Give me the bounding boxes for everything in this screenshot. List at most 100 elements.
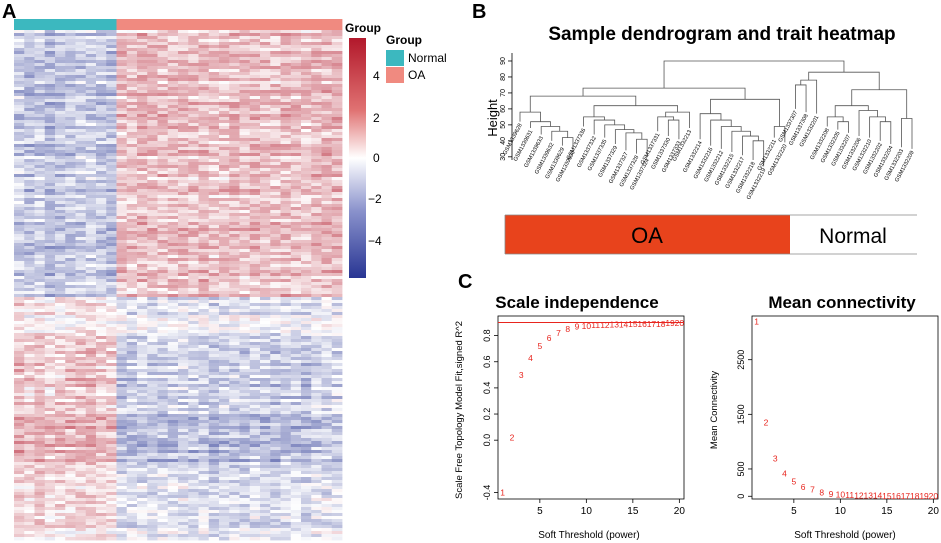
heatmap-cell bbox=[311, 243, 322, 247]
heatmap-cell bbox=[208, 105, 220, 109]
heatmap-cell bbox=[301, 384, 312, 388]
heatmap-cell bbox=[126, 249, 138, 253]
heatmap-cell bbox=[280, 171, 292, 175]
heatmap-cell bbox=[147, 315, 158, 319]
heatmap-cell bbox=[75, 366, 87, 370]
heatmap-cell bbox=[331, 264, 343, 268]
heatmap-cell bbox=[219, 186, 230, 190]
heatmap-cell bbox=[239, 309, 251, 313]
heatmap-cell bbox=[14, 414, 25, 418]
heatmap-cell bbox=[44, 360, 56, 364]
heatmap-cell bbox=[178, 144, 189, 148]
heatmap-cell bbox=[280, 423, 292, 427]
heatmap-cell bbox=[321, 183, 333, 187]
heatmap-cell bbox=[290, 294, 302, 298]
heatmap-cell bbox=[198, 231, 210, 235]
heatmap-cell bbox=[239, 60, 251, 64]
heatmap-cell bbox=[229, 456, 240, 460]
heatmap-cell bbox=[24, 393, 35, 397]
heatmap-cell bbox=[208, 258, 220, 262]
heatmap-cell bbox=[147, 300, 158, 304]
heatmap-cell bbox=[290, 312, 302, 316]
heatmap-cell bbox=[260, 165, 271, 169]
heatmap-cell bbox=[65, 36, 76, 40]
heatmap-cell bbox=[75, 171, 87, 175]
heatmap-cell bbox=[188, 63, 199, 67]
heatmap-cell bbox=[44, 474, 56, 478]
heatmap-cell bbox=[137, 249, 148, 253]
heatmap-cell bbox=[44, 459, 56, 463]
heatmap-cell bbox=[239, 276, 251, 280]
heatmap-cell bbox=[55, 162, 66, 166]
heatmap-cell bbox=[178, 384, 189, 388]
heatmap-cell bbox=[106, 297, 117, 301]
heatmap-cell bbox=[126, 303, 138, 307]
heatmap-cell bbox=[157, 330, 169, 334]
heatmap-cell bbox=[249, 279, 261, 283]
heatmap-cell bbox=[301, 420, 312, 424]
heatmap-cell bbox=[65, 438, 76, 442]
heatmap-cell bbox=[167, 210, 179, 214]
heatmap-cell bbox=[106, 381, 117, 385]
heatmap-cell bbox=[301, 180, 312, 184]
heatmap-cell bbox=[96, 279, 107, 283]
heatmap-cell bbox=[280, 405, 292, 409]
heatmap-cell bbox=[270, 141, 281, 145]
heatmap-cell bbox=[75, 69, 87, 73]
heatmap-cell bbox=[290, 252, 302, 256]
heatmap-cell bbox=[106, 135, 117, 139]
heatmap-cell bbox=[75, 84, 87, 88]
heatmap-cell bbox=[24, 87, 35, 91]
heatmap-cell bbox=[198, 102, 210, 106]
heatmap-cell bbox=[249, 333, 261, 337]
heatmap-cell bbox=[75, 450, 87, 454]
heatmap-cell bbox=[331, 225, 343, 229]
heatmap-cell bbox=[96, 75, 107, 79]
heatmap-cell bbox=[116, 126, 128, 130]
heatmap-cell bbox=[321, 189, 333, 193]
heatmap-cell bbox=[249, 468, 261, 472]
heatmap-cell bbox=[188, 237, 199, 241]
heatmap-cell bbox=[126, 189, 138, 193]
heatmap-cell bbox=[106, 171, 117, 175]
heatmap-cell bbox=[188, 390, 199, 394]
heatmap-cell bbox=[249, 144, 261, 148]
heatmap-cell bbox=[167, 165, 179, 169]
heatmap-cell bbox=[24, 72, 35, 76]
heatmap-cell bbox=[229, 342, 240, 346]
heatmap-cell bbox=[55, 426, 66, 430]
heatmap-cell bbox=[34, 420, 46, 424]
heatmap-cell bbox=[65, 318, 76, 322]
heatmap-cell bbox=[137, 213, 148, 217]
heatmap-cell bbox=[311, 261, 322, 265]
heatmap-cell bbox=[198, 75, 210, 79]
heatmap-cell bbox=[198, 399, 210, 403]
heatmap-cell bbox=[311, 141, 322, 145]
heatmap-cell bbox=[331, 456, 343, 460]
heatmap-cell bbox=[219, 288, 230, 292]
heatmap-cell bbox=[321, 168, 333, 172]
heatmap-cell bbox=[137, 387, 148, 391]
annotation-cell bbox=[301, 19, 312, 30]
heatmap-cell bbox=[198, 480, 210, 484]
heatmap-cell bbox=[44, 426, 56, 430]
heatmap-cell bbox=[219, 210, 230, 214]
heatmap-cell bbox=[106, 426, 117, 430]
heatmap-cell bbox=[249, 126, 261, 130]
heatmap-cell bbox=[301, 354, 312, 358]
heatmap-cell bbox=[270, 207, 281, 211]
heatmap-cell bbox=[331, 237, 343, 241]
heatmap-cell bbox=[290, 168, 302, 172]
heatmap-cell bbox=[321, 132, 333, 136]
heatmap-cell bbox=[34, 258, 46, 262]
heatmap-cell bbox=[24, 54, 35, 58]
heatmap-cell bbox=[106, 117, 117, 121]
heatmap-cell bbox=[311, 411, 322, 415]
heatmap-cell bbox=[229, 243, 240, 247]
heatmap-cell bbox=[44, 198, 56, 202]
heatmap-cell bbox=[157, 210, 169, 214]
heatmap-cell bbox=[301, 324, 312, 328]
heatmap-cell bbox=[249, 177, 261, 181]
heatmap-cell bbox=[126, 255, 138, 259]
heatmap-cell bbox=[157, 204, 169, 208]
